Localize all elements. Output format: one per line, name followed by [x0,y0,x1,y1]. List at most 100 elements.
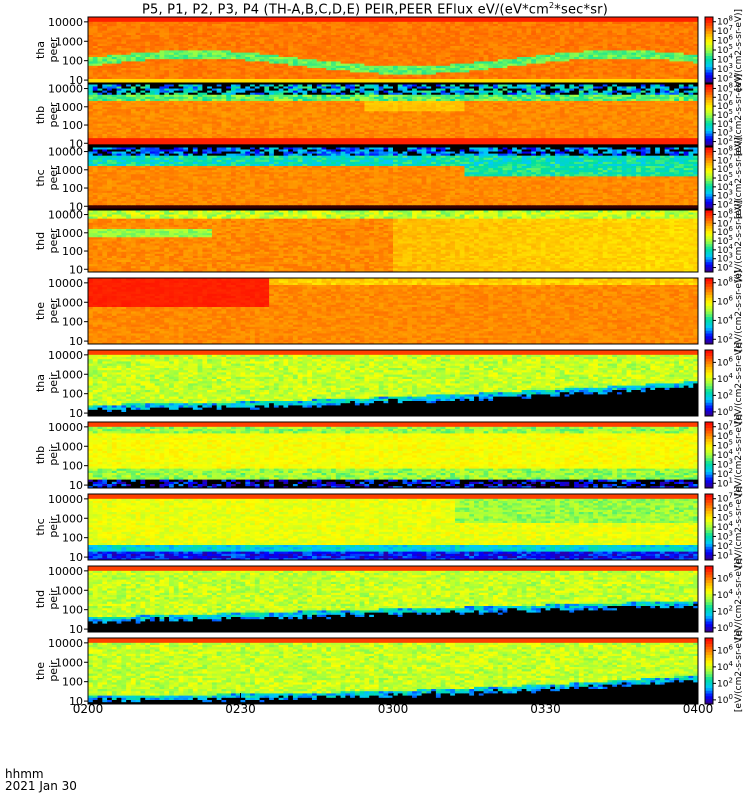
heatmap-cell [278,74,284,77]
heatmap-cell [278,72,284,75]
heatmap-cell [402,65,408,68]
heatmap-cell [297,36,303,40]
heatmap-cell [373,74,380,77]
heatmap-cell [516,61,523,64]
heatmap-cell [540,65,546,68]
heatmap-cell [621,41,627,44]
heatmap-cell [335,67,341,71]
heatmap-cell [578,56,585,60]
heatmap-cell [478,50,484,53]
heatmap-cell [145,72,151,75]
heatmap-cell [211,52,218,55]
heatmap-cell [321,54,327,57]
heatmap-cell [645,39,651,42]
heatmap-cell [407,74,413,77]
heatmap-cell [283,43,289,46]
heatmap-cell [130,63,137,66]
heatmap-cell [588,50,594,53]
heatmap-cell [416,36,422,40]
heatmap-cell [412,72,418,75]
heatmap-cell [331,45,337,49]
heatmap-cell [183,74,189,77]
heatmap-cell [154,63,160,66]
heatmap-cell [535,58,542,62]
heatmap-cell [383,39,389,42]
heatmap-cell [111,67,117,71]
heatmap-cell [202,54,208,57]
heatmap-cell [464,54,470,57]
heatmap-cell [149,43,156,46]
heatmap-cell [607,65,613,68]
heatmap-cell [383,65,389,68]
heatmap-cell [531,52,537,55]
heatmap-cell [311,65,318,68]
heatmap-cell [435,41,442,44]
heatmap-cell [202,76,208,79]
heatmap-cell [183,50,189,53]
heatmap-cell [593,54,599,57]
heatmap-cell [126,63,132,66]
heatmap-cell [531,32,537,35]
heatmap-cell [397,74,403,77]
heatmap-cell [292,58,299,62]
heatmap-cell [340,43,346,46]
heatmap-cell [169,32,175,35]
heatmap-cell [597,43,604,46]
heatmap-cell [164,54,170,57]
heatmap-cell [373,63,380,66]
heatmap-cell [88,63,94,66]
heatmap-cell [273,69,280,73]
heatmap-cell [516,63,523,66]
heatmap-cell [373,72,380,75]
heatmap-cell [102,52,108,55]
heatmap-cell [107,61,113,64]
heatmap-cell [640,72,646,75]
heatmap-cell [102,74,108,77]
heatmap-cell [331,69,337,73]
heatmap-cell [102,50,108,53]
heatmap-cell [659,34,666,38]
heatmap-cell [92,58,98,62]
heatmap-cell [264,41,270,44]
heatmap-cell [311,52,318,55]
heatmap-cell [116,32,122,35]
heatmap-cell [607,61,613,64]
heatmap-cell [297,32,303,35]
heatmap-cell [526,56,532,60]
heatmap-cell [512,67,518,71]
heatmap-cell [512,32,518,35]
heatmap-cell [331,39,337,42]
heatmap-cell [149,72,156,75]
heatmap-cell [393,34,399,38]
heatmap-cell [211,61,218,64]
heatmap-cell [183,36,189,40]
heatmap-cell [550,43,556,46]
heatmap-cell [593,45,599,49]
heatmap-cell [102,41,108,44]
heatmap-cell [302,74,308,77]
heatmap-cell [335,43,341,46]
heatmap-cell [435,61,442,64]
heatmap-cell [412,67,418,71]
heatmap-cell [502,34,508,38]
heatmap-cell [416,61,422,64]
heatmap-cell [145,58,151,62]
heatmap-cell [326,43,332,46]
heatmap-cell [393,67,399,71]
heatmap-cell [221,63,227,66]
heatmap-cell [512,39,518,42]
heatmap-cell [540,76,546,79]
heatmap-cell [383,32,389,35]
heatmap-cell [88,78,699,82]
heatmap-cell [621,63,627,66]
heatmap-cell [612,52,618,55]
heatmap-cell [111,43,117,46]
heatmap-cell [545,56,551,60]
heatmap-cell [593,56,599,60]
heatmap-cell [431,65,437,68]
heatmap-cell [288,47,294,51]
heatmap-cell [621,36,627,40]
heatmap-cell [535,54,542,57]
heatmap-cell [426,74,432,77]
heatmap-cell [240,34,246,38]
